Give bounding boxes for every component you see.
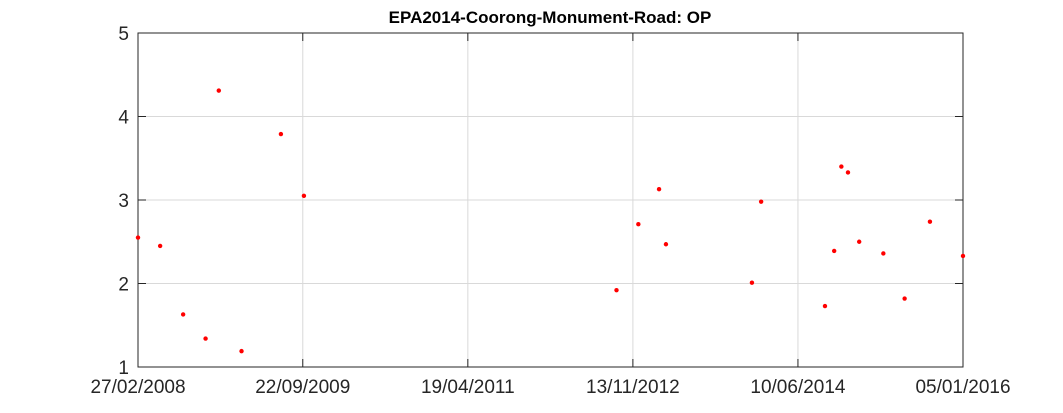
- data-point: [203, 336, 208, 341]
- x-tick-label: 27/02/2008: [90, 377, 185, 398]
- data-point: [614, 287, 619, 293]
- grid: [138, 33, 963, 367]
- data-point: [301, 193, 307, 199]
- x-tick-label: 05/01/2016: [915, 377, 1010, 398]
- data-point: [239, 348, 244, 354]
- data-point: [656, 186, 662, 192]
- y-tick-label: 1: [118, 358, 129, 379]
- y-tick-label: 4: [118, 108, 129, 129]
- data-point: [831, 248, 837, 254]
- data-point: [758, 199, 764, 204]
- data-point: [216, 88, 222, 93]
- x-tick-label: 19/04/2011: [421, 377, 515, 398]
- y-tick-label: 5: [118, 24, 129, 45]
- data-point: [881, 251, 886, 256]
- data-point: [636, 222, 641, 227]
- data-point: [927, 219, 933, 224]
- data-point: [822, 303, 828, 309]
- x-tick-label: 10/06/2014: [750, 377, 846, 398]
- y-tick-label: 2: [118, 275, 129, 296]
- data-point: [839, 164, 844, 169]
- tick-labels: 27/02/2008 22/09/2009 19/04/2011 13/11/2012…: [90, 24, 1010, 398]
- data-point: [960, 253, 966, 259]
- data-point: [902, 296, 907, 301]
- data-point: [749, 280, 755, 285]
- x-tick-label: 22/09/2009: [255, 377, 350, 398]
- data-point: [157, 243, 163, 249]
- y-tick-label: 3: [118, 191, 129, 212]
- axis-ticks: [137, 32, 964, 368]
- data-points: [135, 88, 966, 354]
- chart-title: EPA2014-Coorong-Monument-Road: OP: [389, 8, 712, 27]
- x-tick-label: 13/11/2012: [586, 377, 680, 398]
- data-point: [180, 312, 186, 317]
- data-point: [663, 242, 669, 247]
- data-point: [856, 239, 862, 244]
- data-point: [845, 170, 851, 175]
- data-point: [278, 131, 284, 137]
- data-point: [135, 235, 141, 240]
